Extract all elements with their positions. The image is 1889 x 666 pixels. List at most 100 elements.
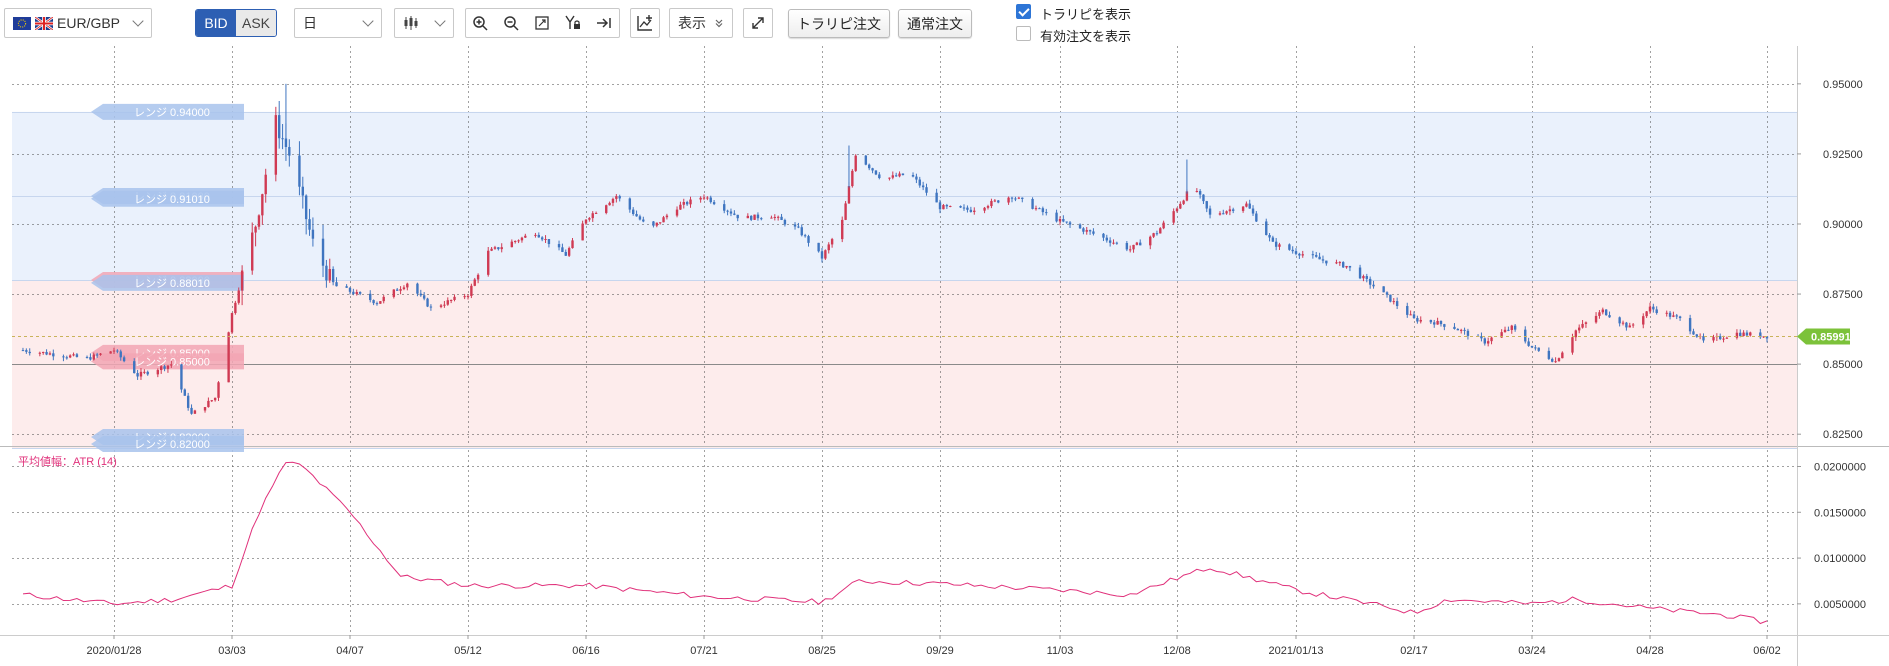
candle-body [419,293,422,296]
candle-body [793,224,797,227]
candle-body [1372,284,1375,287]
show-active-orders-checkbox[interactable] [1016,26,1031,41]
candle-body [918,179,921,186]
candle-body [355,291,358,294]
candle-body [911,175,915,177]
candle-body [567,248,571,256]
chart-toolbar: EUR/GBP BID ASK 日 表示 [0,0,1889,47]
candle-body [1014,198,1017,200]
candle-body [847,186,851,204]
candle-body [1460,329,1463,331]
range-tag: レンジ 0.94000 [91,103,244,120]
candle-body [1175,208,1179,212]
candle-body [416,283,419,294]
candle-body [1571,337,1574,353]
x-tick-label: 03/03 [218,645,246,657]
candles [21,83,1769,415]
show-torarip-checkbox[interactable] [1016,4,1031,19]
range-tag-label: レンジ 0.88010 [134,278,210,290]
candle-body [898,173,901,177]
ask-button[interactable]: ASK [236,10,276,36]
candle-body [1500,332,1503,338]
range-tag-shape [91,274,244,291]
x-tick-label: 11/03 [1047,645,1074,657]
candle-body [962,207,966,209]
candle-body [1631,324,1635,326]
candle-body [1392,301,1395,303]
candle-body [770,217,773,219]
candle-body [517,240,520,242]
zoom-in-icon[interactable] [467,10,493,36]
candle-body [85,356,89,358]
expand-icon[interactable] [743,8,773,38]
candle-body [1765,336,1769,339]
candle-body [1129,249,1132,251]
normal-order-button[interactable]: 通常注文 [898,9,972,38]
candle-body [1288,244,1291,250]
candle-body [493,247,497,249]
candle-body [143,371,146,373]
candle-body [1041,208,1045,213]
candle-body [328,269,331,281]
candle-body [1648,306,1652,312]
candle-body [871,168,874,171]
candle-body [1348,265,1352,268]
torarip-order-button[interactable]: トラリピ注文 [788,9,890,38]
candle-body [466,295,470,297]
candle-body [1530,345,1534,348]
candle-body [1205,201,1208,209]
timeframe-select[interactable]: 日 [294,8,382,38]
range-tag-label: レンジ 0.91010 [134,194,210,206]
candle-body [773,217,776,219]
fit-screen-icon[interactable] [529,10,555,36]
candle-body [1433,322,1436,325]
candle-body [841,219,844,240]
candle-body [935,192,938,203]
candle-body [800,227,803,236]
candle-body [1527,341,1530,346]
candle-body [588,218,591,220]
candle-body [1132,244,1135,250]
candle-body [780,216,783,220]
candle-body [1503,329,1507,333]
lock-scale-icon[interactable] [560,10,586,36]
x-tick-label: 03/24 [1518,645,1546,657]
candle-body [1443,324,1446,327]
candle-body [864,155,868,165]
candlestick-icon [404,16,418,30]
x-tick-label: 07/21 [690,645,718,657]
candle-body [1088,230,1092,232]
candle-body [1255,213,1258,222]
candle-body [783,219,787,225]
candle-body [1342,262,1345,268]
currency-pair-select[interactable]: EUR/GBP [4,8,152,38]
candle-body [1231,209,1235,211]
chart-type-select[interactable] [394,8,454,38]
candle-body [750,215,753,220]
candle-body [1102,233,1105,238]
candle-body [25,350,28,352]
candle-body [1742,332,1745,337]
candle-body [1463,329,1466,331]
zoom-tool-group [465,8,620,38]
candle-body [1416,318,1419,322]
candle-body [615,196,618,199]
candle-body [392,289,396,297]
indicator-add-icon[interactable] [630,8,660,38]
candle-body [1301,254,1304,256]
candle-body [760,218,763,220]
candle-body [1759,332,1762,338]
zoom-out-icon[interactable] [498,10,524,36]
display-label: 表示 [678,15,706,31]
candle-body [1483,338,1486,344]
bid-button[interactable]: BID [196,10,236,36]
atr-line [22,461,1768,625]
scroll-to-latest-icon[interactable] [591,10,617,36]
display-menu[interactable]: 表示 [669,8,733,38]
candle-body [510,241,514,248]
candle-body [1274,241,1278,247]
range-tag: レンジ 0.85000 [91,353,244,370]
candle-body [709,197,712,203]
candle-body [1628,325,1631,328]
